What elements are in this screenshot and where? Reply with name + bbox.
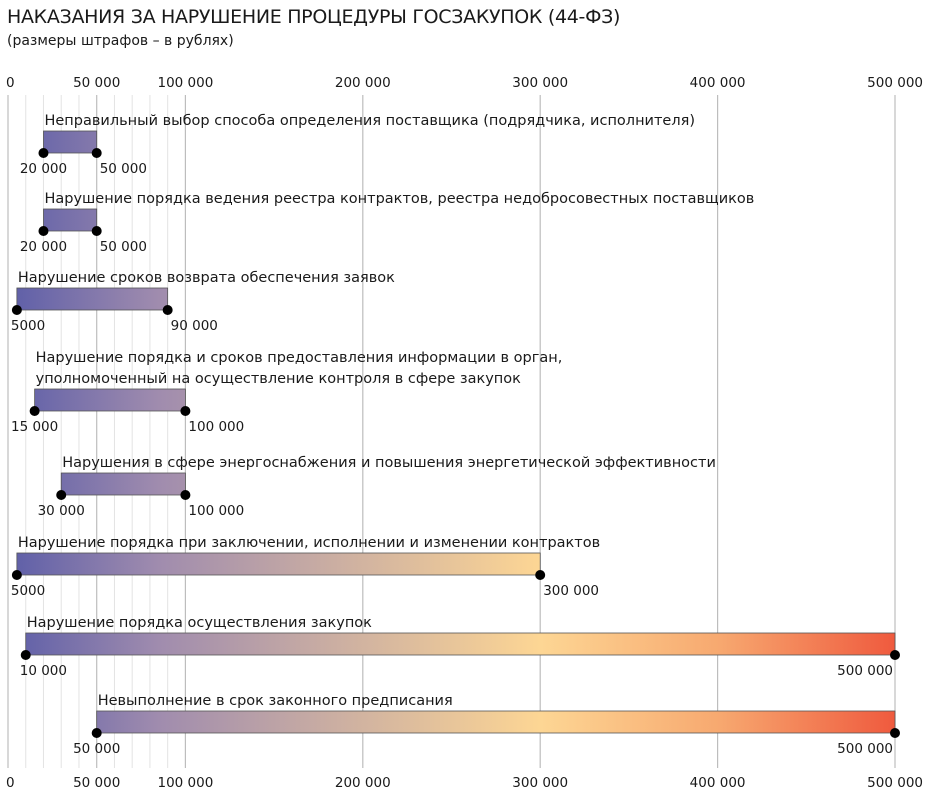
gridlines [7,95,896,768]
min-value-label: 30 000 [38,503,85,519]
category-label: Неправильный выбор способа определения п… [44,113,695,129]
min-value-label: 20 000 [20,239,67,255]
max-marker [180,490,191,500]
range-bar [43,208,98,232]
min-marker [11,305,22,315]
category-label: Нарушение порядка ведения реестра контра… [44,191,754,207]
x-tick-label: 500 000 [867,75,923,91]
x-tick-label: 50 000 [73,775,120,791]
category-label: Нарушение порядка при заключении, исполн… [18,535,600,551]
range-bar [25,632,896,656]
x-tick-label: 0 [6,75,15,91]
x-axis-bottom: 0 50 000 100 000 200 000 300 000 400 000 500 0… [6,775,923,791]
min-marker [91,728,102,738]
range-bar [34,388,186,412]
x-tick-label: 200 000 [335,775,391,791]
max-value-label: 500 000 [837,663,893,679]
category-label: Нарушение порядка и сроков предоставлени… [36,350,563,366]
range-bar [16,287,169,311]
range-bar-group: Невыполнение в срок законного предписани… [73,693,900,757]
range-bar [16,552,541,576]
min-marker [29,406,40,416]
max-marker [890,728,900,738]
x-tick-label: 400 000 [690,775,746,791]
range-bar-group: Нарушение порядка и сроков предоставлени… [11,350,562,435]
x-tick-label: 200 000 [335,75,391,91]
min-value-label: 15 000 [11,419,58,435]
max-value-label: 100 000 [188,419,244,435]
max-marker [162,305,173,315]
x-tick-label: 0 [6,775,15,791]
x-tick-label: 300 000 [512,775,568,791]
chart-title: НАКАЗАНИЯ ЗА НАРУШЕНИЕ ПРОЦЕДУРЫ ГОСЗАКУ… [7,6,621,28]
range-bar-group: Нарушения в сфере энергоснабжения и повы… [38,455,716,519]
max-marker [180,406,191,416]
min-value-label: 5000 [11,318,45,334]
range-bar-group: Нарушение сроков возврата обеспечения за… [11,270,395,334]
range-bar-group: Нарушение порядка осуществления закупок 1… [20,615,900,679]
max-marker [535,570,546,580]
max-value-label: 50 000 [100,239,147,255]
max-value-label: 300 000 [543,583,599,599]
bars: Неправильный выбор способа определения п… [11,113,900,757]
min-value-label: 20 000 [20,161,67,177]
x-tick-label: 500 000 [867,775,923,791]
max-value-label: 50 000 [100,161,147,177]
max-marker [91,226,102,236]
x-tick-label: 300 000 [512,75,568,91]
max-marker [91,148,102,158]
category-label: Нарушение порядка осуществления закупок [27,615,372,631]
min-marker [38,148,49,158]
category-label: Нарушения в сфере энергоснабжения и повы… [62,455,716,471]
category-label: Невыполнение в срок законного предписани… [98,693,453,709]
x-tick-label: 100 000 [157,75,213,91]
min-marker [20,650,31,660]
max-marker [890,650,900,660]
min-value-label: 50 000 [73,741,120,757]
range-bar [96,710,896,734]
max-value-label: 500 000 [837,741,893,757]
category-label: уполномоченный на осуществление контроля… [36,371,522,387]
min-marker [56,490,67,500]
range-bar-group: Нарушение порядка ведения реестра контра… [20,191,754,255]
range-bar [43,130,98,154]
max-value-label: 90 000 [171,318,218,334]
x-tick-label: 400 000 [690,75,746,91]
min-marker [11,570,22,580]
min-value-label: 5000 [11,583,45,599]
range-bar-group: Неправильный выбор способа определения п… [20,113,695,177]
min-value-label: 10 000 [20,663,67,679]
x-tick-label: 100 000 [157,775,213,791]
x-axis-top: 0 50 000 100 000 200 000 300 000 400 000 500 0… [6,75,923,91]
range-bar [60,472,186,496]
range-bar-group: Нарушение порядка при заключении, исполн… [11,535,600,599]
chart-subtitle: (размеры штрафов – в рублях) [7,33,234,49]
x-tick-label: 50 000 [73,75,120,91]
max-value-label: 100 000 [188,503,244,519]
min-marker [38,226,49,236]
category-label: Нарушение сроков возврата обеспечения за… [18,270,395,286]
